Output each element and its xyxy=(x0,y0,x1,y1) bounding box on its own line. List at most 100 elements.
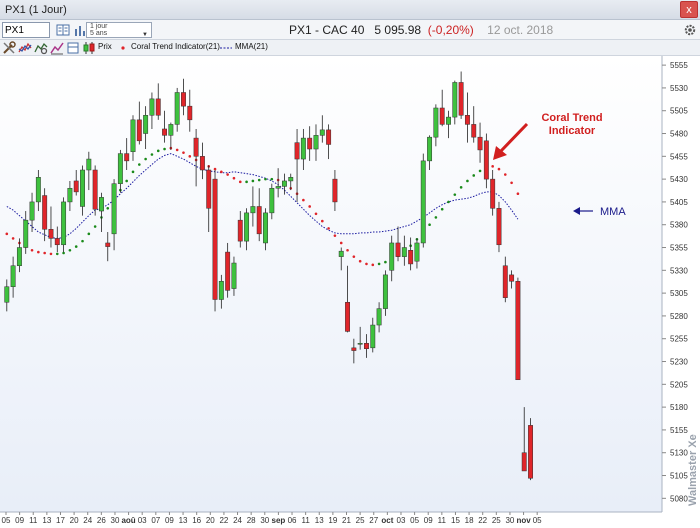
coral-point xyxy=(150,153,154,156)
watermark: Walmaster Xe xyxy=(687,434,699,506)
chart-header: PX1 - CAC 40 5 095.98 (-0,20%) 12 oct. 2… xyxy=(289,23,553,37)
candle-body xyxy=(294,142,300,160)
coral-point xyxy=(93,225,97,228)
candle xyxy=(281,173,287,195)
close-button[interactable]: x xyxy=(680,1,698,18)
candle-body xyxy=(187,105,193,121)
symbol-input[interactable] xyxy=(2,22,50,38)
instrument-name: PX1 - CAC 40 xyxy=(289,23,365,37)
period-select[interactable]: 1 jour 5 ans ▼ xyxy=(86,22,152,38)
candle xyxy=(477,122,483,163)
candle xyxy=(269,183,275,220)
candle-body xyxy=(427,136,433,162)
coral-point xyxy=(459,186,463,189)
candle xyxy=(351,338,357,364)
y-tick-label: 5180 xyxy=(670,403,688,412)
y-tick-label: 5380 xyxy=(670,221,688,230)
candle-body xyxy=(4,286,10,303)
book-icon[interactable] xyxy=(56,23,70,37)
x-tick-label: 24 xyxy=(83,516,92,525)
candle xyxy=(452,80,458,125)
annotation-coral-arrow xyxy=(498,122,529,154)
settings-icon[interactable] xyxy=(34,41,48,55)
candle xyxy=(338,247,344,271)
candle xyxy=(389,235,395,282)
title-bar: PX1 (1 Jour) x xyxy=(0,0,700,20)
candle-body xyxy=(99,197,104,212)
candle-body xyxy=(124,153,130,162)
gear-icon[interactable] xyxy=(683,23,697,37)
candle xyxy=(244,208,250,251)
tools-icon[interactable] xyxy=(2,41,16,55)
coral-point xyxy=(144,157,147,161)
coral-point xyxy=(125,179,128,183)
top-toolbar: 1 jour 5 ans ▼ PX1 - CAC 40 5 095.98 (-0… xyxy=(0,20,700,40)
candle xyxy=(23,211,29,254)
candle-body xyxy=(29,201,35,221)
candle-body xyxy=(275,186,281,189)
candle-body xyxy=(206,169,212,209)
candle-body xyxy=(496,208,502,246)
candle xyxy=(490,170,496,216)
price-chart[interactable]: 5080 5105 5130 5155 5180 5205 5230 5255 5280 5305… xyxy=(0,56,700,528)
candle-body xyxy=(10,265,16,287)
candle-body xyxy=(401,247,407,257)
coral-point xyxy=(434,216,438,219)
candle-body xyxy=(351,347,357,351)
candle-body xyxy=(382,274,388,309)
coral-point xyxy=(377,262,381,266)
candle-body xyxy=(281,180,287,187)
candle-body xyxy=(471,124,477,138)
y-tick-label: 5230 xyxy=(670,358,688,367)
candle-body xyxy=(263,212,268,244)
x-tick-label: 19 xyxy=(328,516,337,525)
x-tick-label: 13 xyxy=(42,516,51,525)
legend-mma[interactable]: MMA(21) xyxy=(235,42,268,51)
x-tick-label: 22 xyxy=(478,516,487,525)
indicator-toolbar: Prix Coral Trend Indicator(21) MMA(21) xyxy=(0,40,700,56)
candle xyxy=(174,87,180,132)
legend-coral[interactable]: Coral Trend Indicator(21) xyxy=(131,42,220,51)
candle xyxy=(4,279,10,312)
mma-legend-icon xyxy=(220,47,232,49)
y-tick-label: 5530 xyxy=(670,84,688,93)
candle xyxy=(212,170,218,312)
coral-point xyxy=(163,147,166,151)
candle-body xyxy=(332,178,338,203)
candle xyxy=(275,168,281,198)
candle-body xyxy=(174,92,180,125)
legend-prix[interactable]: Prix xyxy=(98,42,112,51)
x-tick-label: 24 xyxy=(233,516,242,525)
y-tick-label: 5480 xyxy=(670,130,688,139)
candle-body xyxy=(42,195,48,230)
coral-point xyxy=(510,181,513,185)
candle-body xyxy=(244,212,250,242)
candle-body xyxy=(288,177,294,182)
drawing-icon[interactable] xyxy=(50,41,64,55)
candle-body xyxy=(61,201,67,246)
candle-body xyxy=(477,136,483,151)
annotation-coral-line2: Indicator xyxy=(549,125,596,137)
indicators-icon[interactable] xyxy=(18,41,32,55)
candle xyxy=(250,186,256,227)
x-tick-label: 06 xyxy=(288,516,297,525)
x-tick-label: 05 xyxy=(2,516,11,525)
y-tick-label: 5330 xyxy=(670,266,688,275)
bars-icon[interactable] xyxy=(74,23,86,37)
candle xyxy=(521,407,527,472)
y-tick-label: 5455 xyxy=(670,152,688,161)
candle xyxy=(401,235,407,266)
object-icon[interactable] xyxy=(66,41,80,55)
candle xyxy=(319,115,325,143)
y-tick-label: 5155 xyxy=(670,426,688,435)
candle xyxy=(370,317,376,353)
coral-point xyxy=(156,149,160,153)
candle xyxy=(193,128,199,187)
candle-body xyxy=(86,158,92,171)
mma-series xyxy=(6,153,519,239)
y-tick-label: 5205 xyxy=(670,380,688,389)
y-tick-label: 5305 xyxy=(670,289,688,298)
candle xyxy=(496,201,502,253)
coral-point xyxy=(339,241,343,245)
period-range: 5 ans xyxy=(90,30,108,37)
